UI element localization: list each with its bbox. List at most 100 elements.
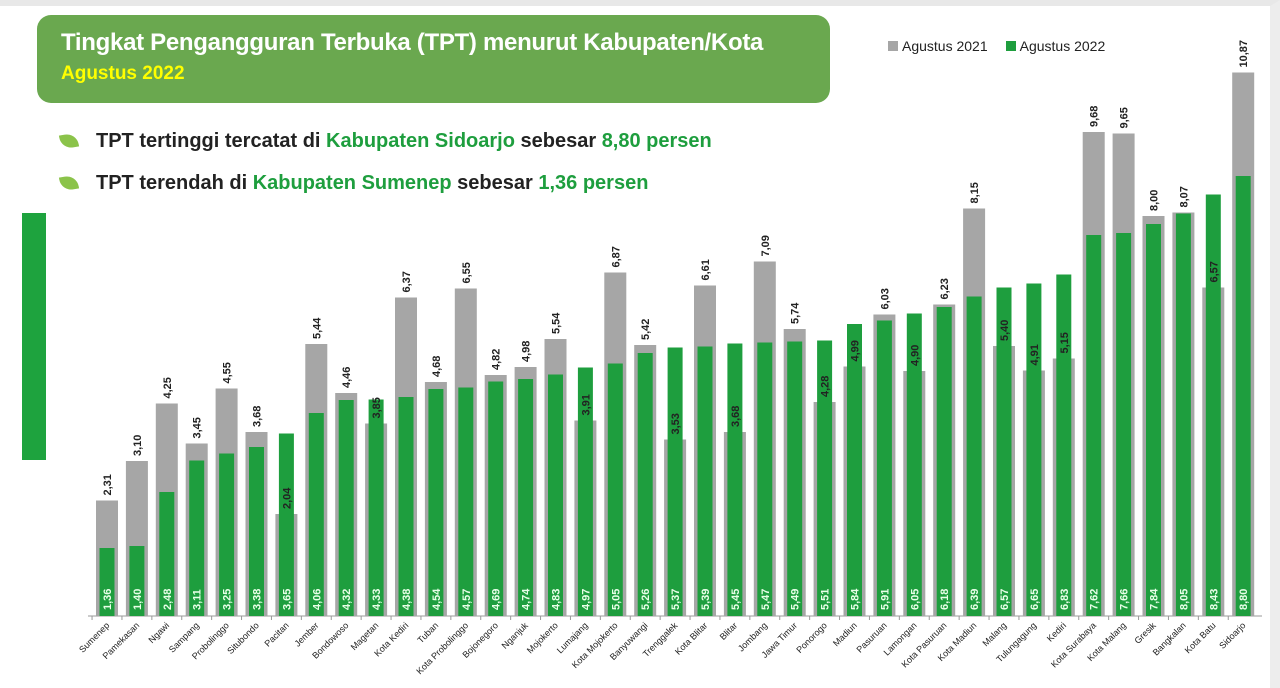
chart-title: Tingkat Pengangguran Terbuka (TPT) menur… <box>61 29 764 56</box>
data-label-2022: 4,54 <box>431 588 443 610</box>
data-label-2021: 4,91 <box>1029 344 1041 365</box>
data-label-2021: 2,31 <box>102 474 114 495</box>
data-label-2021: 8,15 <box>969 182 981 203</box>
category-label: Ngawi <box>146 620 171 645</box>
bar-2022 <box>1235 176 1251 616</box>
data-label-2022: 5,84 <box>850 588 862 610</box>
data-label-2021: 4,68 <box>431 356 443 377</box>
data-label-2022: 4,57 <box>461 589 473 610</box>
data-label-2022: 5,05 <box>610 589 622 610</box>
legend-label: Agustus 2021 <box>902 38 988 54</box>
data-label-2022: 1,36 <box>102 589 114 610</box>
category-label: Pacitan <box>263 620 291 648</box>
data-label-2021: 9,65 <box>1119 107 1131 128</box>
data-label-2022: 5,49 <box>790 589 802 610</box>
bullet-text: sebesar <box>520 129 597 152</box>
bar-2022 <box>278 433 294 616</box>
bar-2022 <box>308 413 324 616</box>
data-label-2022: 7,62 <box>1089 589 1101 610</box>
data-label-2021: 5,74 <box>790 302 802 324</box>
data-label-2022: 4,33 <box>371 589 383 610</box>
bar-2022 <box>906 313 922 616</box>
bar-2022 <box>398 397 414 616</box>
legend: Agustus 2021 Agustus 2022 <box>888 38 1105 54</box>
bar-2022 <box>159 492 175 616</box>
bullet-highest: TPT tertinggi tercatat di Kabupaten Sido… <box>58 120 712 162</box>
data-label-2022: 3,11 <box>192 589 204 610</box>
data-label-2021: 4,46 <box>341 367 353 388</box>
data-label-2022: 6,18 <box>939 589 951 610</box>
bar-2022 <box>757 342 773 616</box>
data-label-2022: 3,38 <box>252 589 264 610</box>
category-label: Kediri <box>1045 620 1068 643</box>
data-label-2021: 5,54 <box>551 312 563 334</box>
data-label-2022: 6,65 <box>1029 589 1041 610</box>
data-label-2021: 4,55 <box>222 362 234 383</box>
bullet-value: 1,36 persen <box>538 171 649 194</box>
data-label-2021: 3,68 <box>730 406 742 427</box>
bar-2022 <box>1205 194 1221 616</box>
bullet-text: TPT tertinggi tercatat di <box>96 129 321 152</box>
data-label-2022: 8,05 <box>1178 589 1190 610</box>
bar-2022 <box>637 353 653 616</box>
data-label-2021: 3,85 <box>371 397 383 418</box>
data-label-2021: 6,57 <box>1208 261 1220 282</box>
legend-item-2021: Agustus 2021 <box>888 38 988 54</box>
bullet-value: 8,80 persen <box>601 129 712 152</box>
data-label-2021: 3,91 <box>580 394 592 415</box>
category-label: Tuban <box>415 620 440 645</box>
data-label-2022: 7,66 <box>1119 589 1131 610</box>
data-label-2022: 4,97 <box>580 589 592 610</box>
bar-2022 <box>219 453 235 616</box>
data-label-2021: 6,03 <box>879 288 891 309</box>
bar-2022 <box>129 546 145 616</box>
bullet-text: sebesar <box>457 171 533 194</box>
data-label-2021: 3,10 <box>132 435 144 456</box>
bar-2022 <box>727 343 743 616</box>
data-label-2021: 4,28 <box>820 376 832 397</box>
data-label-2022: 5,26 <box>640 589 652 610</box>
bar-2022 <box>607 363 623 616</box>
bar-2022 <box>249 447 264 616</box>
category-label: Ponorogo <box>794 620 829 655</box>
data-label-2021: 6,37 <box>401 271 413 292</box>
data-label-2021: 10,87 <box>1238 40 1250 68</box>
data-label-2021: 3,68 <box>252 406 264 427</box>
data-label-2022: 4,06 <box>311 589 323 610</box>
data-label-2022: 3,65 <box>281 589 293 610</box>
bar-2022 <box>548 374 563 616</box>
bar-2022 <box>667 347 683 616</box>
data-label-2021: 5,42 <box>640 319 652 340</box>
category-label: Kota Blitar <box>673 620 709 656</box>
side-accent-bar <box>22 213 46 460</box>
data-label-2022: 5,37 <box>670 589 682 610</box>
bullet-place: Kabupaten Sumenep <box>252 171 452 194</box>
category-label: Gresik <box>1132 620 1158 646</box>
data-label-2022: 7,84 <box>1149 588 1161 610</box>
data-label-2022: 4,69 <box>491 589 503 610</box>
bar-2022 <box>936 307 952 616</box>
data-label-2021: 5,44 <box>311 317 323 339</box>
data-label-2021: 6,61 <box>700 259 712 280</box>
category-label: Kota Probolinggo <box>414 620 470 676</box>
category-label: Situbondo <box>225 620 261 656</box>
data-label-2021: 4,90 <box>909 345 921 366</box>
data-label-2022: 6,05 <box>909 589 921 610</box>
header-banner: Tingkat Pengangguran Terbuka (TPT) menur… <box>37 15 830 103</box>
data-label-2022: 4,38 <box>401 589 413 610</box>
bullet-text: TPT terendah di <box>96 171 248 194</box>
data-label-2021: 5,15 <box>1059 332 1071 353</box>
data-label-2022: 5,45 <box>730 589 742 610</box>
data-label-2022: 5,47 <box>760 589 772 610</box>
bar-2022 <box>1026 283 1042 616</box>
bar-2022 <box>518 379 534 616</box>
bar-2022 <box>428 389 444 616</box>
bar-2022 <box>189 460 205 616</box>
bar-2022 <box>817 340 833 616</box>
bar-2022 <box>697 346 713 616</box>
bar-2022 <box>99 548 115 616</box>
category-label: Blitar <box>718 620 740 642</box>
bar-2022 <box>966 296 982 616</box>
data-label-2021: 3,53 <box>670 413 682 434</box>
